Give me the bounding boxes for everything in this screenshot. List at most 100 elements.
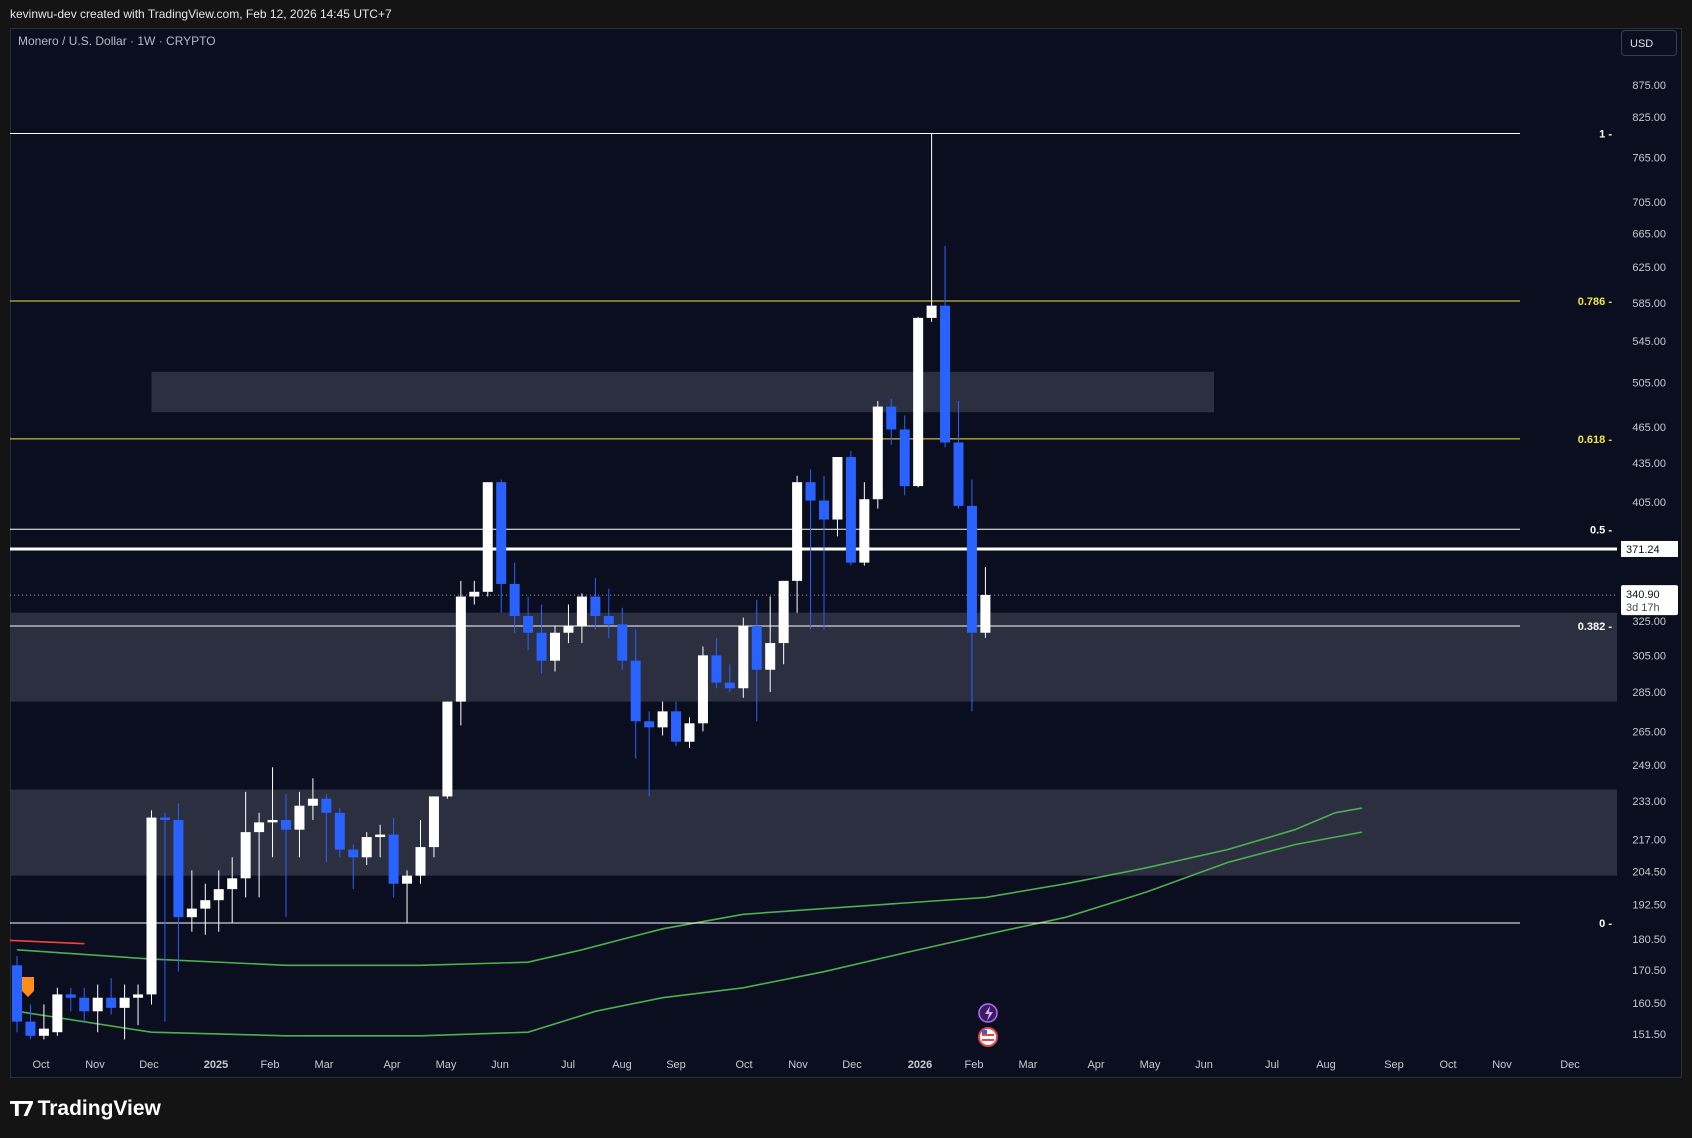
candle-body: [845, 457, 856, 563]
candle-body: [590, 596, 601, 616]
attribution-text: kevinwu-dev created with TradingView.com…: [10, 7, 392, 21]
time-axis-label: Jul: [1265, 1059, 1279, 1071]
candle-body: [805, 482, 816, 501]
candle-body: [173, 819, 184, 918]
candle-body: [159, 817, 170, 820]
countdown-text: 3d 17h: [1626, 602, 1660, 614]
candle-body: [428, 796, 439, 848]
candle-body: [334, 812, 345, 850]
candle-body: [697, 655, 708, 724]
candle-body: [738, 625, 749, 689]
price-axis-tick: 160.50: [1632, 998, 1666, 1010]
candle-body: [644, 721, 655, 728]
attribution-bar: kevinwu-dev created with TradingView.com…: [0, 0, 1692, 28]
candle-body: [509, 583, 520, 616]
candle-body: [792, 482, 803, 581]
price-axis-tick: 585.00: [1632, 298, 1666, 310]
time-axis-label: Oct: [735, 1059, 752, 1071]
candle-body: [12, 965, 22, 1022]
price-axis-tick: 825.00: [1632, 112, 1666, 124]
candle-body: [819, 500, 829, 520]
price-axis-tick: 249.00: [1632, 760, 1666, 772]
time-axis-label: Jun: [1195, 1059, 1213, 1071]
price-axis-tick: 192.50: [1632, 899, 1666, 911]
candle-body: [388, 834, 399, 884]
time-axis-label: Nov: [85, 1059, 105, 1071]
current-price-text: 340.90: [1626, 589, 1660, 601]
candle-body: [469, 591, 480, 597]
candle-body: [254, 822, 265, 833]
time-axis-label: Nov: [1492, 1059, 1512, 1071]
plot-area: [10, 132, 1617, 1047]
time-axis-label: 2026: [908, 1059, 932, 1071]
candle-body: [778, 580, 789, 644]
candle-body: [38, 1028, 49, 1036]
fib-label-0: 0 -: [1599, 918, 1612, 930]
time-axis-label: Dec: [139, 1059, 159, 1071]
candle-body: [980, 594, 991, 633]
candle-body: [603, 615, 614, 625]
level-tag-text: 371.24: [1626, 544, 1660, 556]
zone-0: [151, 371, 1215, 413]
candle-body: [240, 832, 251, 879]
zone-2: [10, 789, 1617, 876]
candle-body: [657, 711, 668, 728]
candle-body: [294, 805, 305, 830]
candle-body: [321, 798, 332, 813]
candle-body: [133, 994, 144, 998]
candle-body: [186, 908, 197, 918]
candle-body: [119, 997, 130, 1008]
time-axis-label: May: [1140, 1059, 1161, 1071]
candle-body: [267, 819, 278, 823]
candle-body: [576, 596, 587, 626]
candle-body: [617, 624, 628, 661]
zone-1: [10, 612, 1617, 702]
candle-body: [913, 317, 924, 487]
candle-body: [926, 305, 937, 318]
footer-logo[interactable]: T7 TradingView: [10, 1094, 161, 1124]
time-axis-label: Nov: [788, 1059, 808, 1071]
candle-body: [496, 482, 507, 584]
candlestick-chart[interactable]: 875.00 825.00 765.00 705.00 665.00 625.00 585.…: [0, 0, 1692, 1094]
flag-stripe: [982, 1034, 994, 1036]
time-axis-label: Mar: [1019, 1059, 1038, 1071]
candle-body: [966, 505, 977, 633]
moving-average-green-2: [16, 831, 1363, 1037]
symbol-title[interactable]: Monero / U.S. Dollar · 1W · CRYPTO: [18, 34, 216, 48]
currency-button[interactable]: USD: [1621, 30, 1677, 56]
price-axis-tick: 305.00: [1632, 650, 1666, 662]
price-axis-tick: 705.00: [1632, 197, 1666, 209]
time-axis-label: Jun: [491, 1059, 509, 1071]
time-axis-label: Mar: [315, 1059, 334, 1071]
candle-body: [52, 994, 63, 1033]
price-axis-tick: 465.00: [1632, 422, 1666, 434]
time-axis-label: Dec: [842, 1059, 862, 1071]
candle-body: [25, 1021, 36, 1036]
time-axis-label: May: [436, 1059, 457, 1071]
candle-body: [442, 701, 453, 797]
time-axis-label: Sep: [1384, 1059, 1404, 1071]
candle-body: [361, 837, 372, 858]
time-axis-label: Jul: [561, 1059, 575, 1071]
price-axis-tick: 875.00: [1632, 80, 1666, 92]
time-axis-label: Oct: [1439, 1059, 1456, 1071]
price-axis-tick: 233.00: [1632, 796, 1666, 808]
time-axis-label: Feb: [965, 1059, 984, 1071]
price-axis-tick: 285.00: [1632, 687, 1666, 699]
candle-body: [402, 875, 413, 884]
fib-label-0.786: 0.786 -: [1578, 296, 1613, 308]
candle-body: [630, 660, 641, 722]
candle-body: [859, 499, 870, 563]
candle-body: [899, 429, 910, 487]
candle-body: [307, 798, 318, 806]
candle-body: [724, 682, 735, 689]
level-tag-bg: [1621, 540, 1678, 557]
time-axis-label: 2025: [204, 1059, 228, 1071]
price-axis-tick: 545.00: [1632, 336, 1666, 348]
flag-canton: [982, 1030, 987, 1034]
price-axis-tick: 665.00: [1632, 229, 1666, 241]
fib-label-0.382: 0.382 -: [1578, 621, 1613, 633]
candle-body: [563, 625, 574, 633]
candle-body: [536, 632, 547, 661]
price-axis-tick: 765.00: [1632, 153, 1666, 165]
